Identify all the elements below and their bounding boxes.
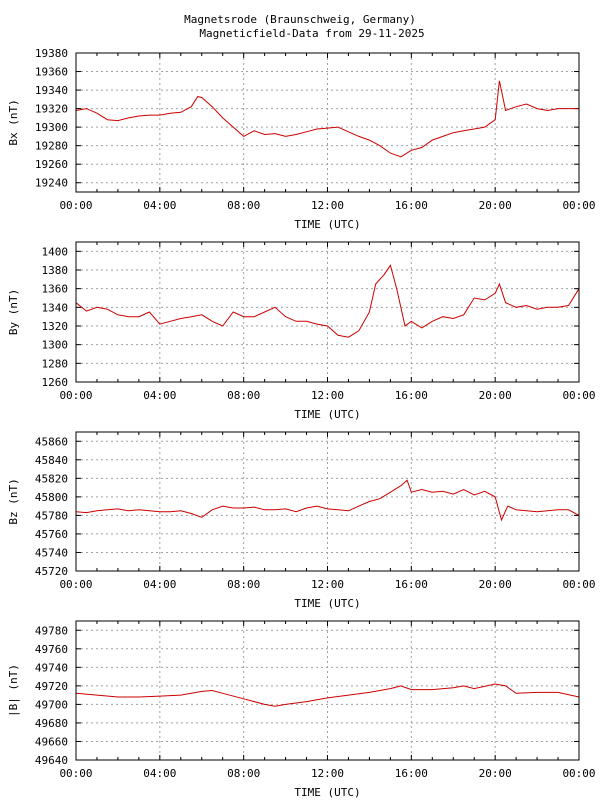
x-tick-label: 16:00 bbox=[395, 578, 428, 591]
x-tick-label: 04:00 bbox=[143, 389, 176, 402]
x-tick-label: 00:00 bbox=[562, 767, 595, 780]
figure-title-line2: Magneticfield-Data from 29-11-2025 bbox=[199, 27, 425, 40]
y-tick-label: 19300 bbox=[35, 121, 68, 134]
y-tick-label: 49780 bbox=[35, 624, 68, 637]
y-tick-label: 49680 bbox=[35, 717, 68, 730]
y-tick-label: 49660 bbox=[35, 735, 68, 748]
y-axis-label: By (nT) bbox=[7, 289, 20, 335]
y-tick-label: 1400 bbox=[42, 245, 69, 258]
chart-panel-1: 00:00 04:00 08:00 12:00 16:00 20:00 00:00 19240… bbox=[7, 47, 596, 231]
x-tick-label: 08:00 bbox=[227, 199, 260, 212]
data-series-line bbox=[75, 80, 579, 158]
x-tick-label: 00:00 bbox=[59, 578, 92, 591]
x-tick-label: 00:00 bbox=[562, 578, 595, 591]
y-tick-label: 19360 bbox=[35, 66, 68, 79]
x-tick-label: 00:00 bbox=[562, 199, 595, 212]
data-series-line bbox=[75, 479, 580, 522]
y-axis-label: |B| (nT) bbox=[7, 664, 20, 717]
y-tick-label: 1380 bbox=[42, 264, 69, 277]
figure-title-line1: Magnetsrode (Braunschweig, Germany) bbox=[184, 13, 416, 26]
y-tick-label: 19240 bbox=[35, 177, 68, 190]
y-tick-label: 1360 bbox=[42, 283, 69, 296]
y-tick-label: 49720 bbox=[35, 680, 68, 693]
x-tick-label: 00:00 bbox=[59, 199, 92, 212]
x-tick-label: 00:00 bbox=[59, 389, 92, 402]
y-tick-label: 45840 bbox=[35, 454, 68, 467]
chart-panel-4: 00:00 04:00 08:00 12:00 16:00 20:00 00:0049640… bbox=[7, 620, 596, 799]
x-tick-label: 08:00 bbox=[227, 767, 260, 780]
x-tick-label: 20:00 bbox=[479, 389, 512, 402]
y-tick-label: 1280 bbox=[42, 357, 69, 370]
y-tick-label: 1260 bbox=[42, 376, 69, 389]
x-tick-label: 00:00 bbox=[59, 767, 92, 780]
x-axis-label: TIME (UTC) bbox=[294, 408, 360, 421]
x-tick-label: 20:00 bbox=[479, 767, 512, 780]
x-tick-label: 16:00 bbox=[395, 389, 428, 402]
y-tick-label: 49640 bbox=[35, 754, 68, 767]
x-axis-label: TIME (UTC) bbox=[294, 218, 360, 231]
x-tick-label: 04:00 bbox=[143, 578, 176, 591]
y-tick-label: 19260 bbox=[35, 158, 68, 171]
y-tick-label: 19320 bbox=[35, 103, 68, 116]
y-tick-label: 19380 bbox=[35, 47, 68, 60]
x-tick-label: 20:00 bbox=[479, 199, 512, 212]
data-series-line bbox=[75, 264, 580, 338]
y-tick-label: 45740 bbox=[35, 546, 68, 559]
chart-panel-3: 00:00 04:00 08:00 12:00 16:00 20:00 00:0045720… bbox=[7, 431, 596, 610]
y-tick-label: 1320 bbox=[42, 320, 69, 333]
x-tick-label: 12:00 bbox=[311, 767, 344, 780]
x-tick-label: 12:00 bbox=[311, 389, 344, 402]
y-tick-label: 1340 bbox=[42, 301, 69, 314]
plot-frame bbox=[75, 431, 580, 572]
plot-frame bbox=[75, 52, 580, 193]
y-tick-label: 45780 bbox=[35, 509, 68, 522]
y-tick-label: 45720 bbox=[35, 565, 68, 578]
x-tick-label: 20:00 bbox=[479, 578, 512, 591]
y-tick-label: 45760 bbox=[35, 528, 68, 541]
x-axis-label: TIME (UTC) bbox=[294, 786, 360, 799]
y-axis-label: Bz (nT) bbox=[7, 478, 20, 524]
y-tick-label: 49740 bbox=[35, 661, 68, 674]
x-tick-label: 12:00 bbox=[311, 199, 344, 212]
x-tick-label: 08:00 bbox=[227, 389, 260, 402]
x-tick-label: 12:00 bbox=[311, 578, 344, 591]
y-tick-label: 19280 bbox=[35, 140, 68, 153]
y-axis-label: Bx (nT) bbox=[7, 99, 20, 145]
x-tick-label: 04:00 bbox=[143, 199, 176, 212]
x-axis-label: TIME (UTC) bbox=[294, 597, 360, 610]
y-tick-label: 45860 bbox=[35, 435, 68, 448]
data-series-line bbox=[75, 683, 580, 707]
y-tick-label: 49700 bbox=[35, 698, 68, 711]
x-tick-label: 16:00 bbox=[395, 767, 428, 780]
x-tick-label: 08:00 bbox=[227, 578, 260, 591]
x-tick-label: 00:00 bbox=[562, 389, 595, 402]
plot-frame bbox=[75, 620, 580, 761]
x-tick-label: 16:00 bbox=[395, 199, 428, 212]
chart-panel-2: 00:00 04:00 08:00 12:00 16:00 20:00 00:0012601… bbox=[7, 241, 596, 421]
y-tick-label: 1300 bbox=[42, 339, 69, 352]
y-tick-label: 45820 bbox=[35, 472, 68, 485]
y-tick-label: 45800 bbox=[35, 491, 68, 504]
y-tick-label: 19340 bbox=[35, 84, 68, 97]
plot-frame bbox=[75, 241, 580, 383]
x-tick-label: 04:00 bbox=[143, 767, 176, 780]
y-tick-label: 49760 bbox=[35, 643, 68, 656]
